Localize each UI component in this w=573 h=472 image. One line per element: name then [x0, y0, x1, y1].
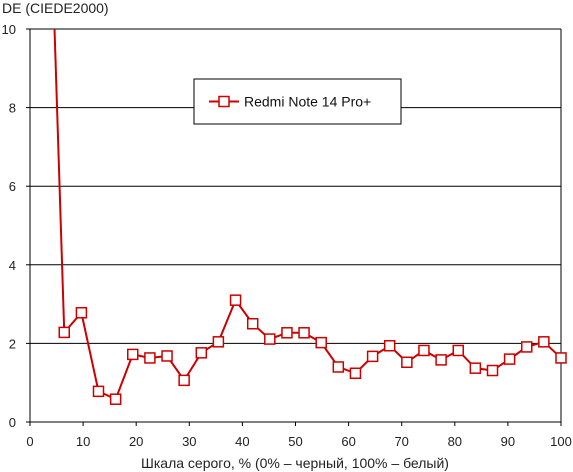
- data-point-marker: [178, 374, 190, 387]
- data-point-marker: [229, 294, 242, 306]
- data-point-marker: [195, 347, 208, 359]
- y-tick-label-10: 10: [2, 22, 16, 37]
- x-axis-title: Шкала серого, % (0% – черный, 100% – бел…: [141, 455, 449, 471]
- data-point-marker: [418, 344, 430, 357]
- x-axis-ticks: 0 10 20 30 40 50 60 70 80 90 100: [26, 422, 572, 449]
- data-point-marker: [281, 327, 293, 339]
- y-axis-ticks: 0 2 4 6 8 10: [2, 22, 30, 430]
- x-tick-label-10: 10: [76, 434, 90, 449]
- x-tick-label-40: 40: [235, 434, 249, 449]
- data-point-marker: [264, 333, 276, 345]
- data-point-marker: [212, 336, 225, 348]
- y-axis-title: DE (CIEDE2000): [2, 0, 109, 16]
- data-point-marker: [401, 356, 413, 369]
- data-point-marker: [246, 318, 259, 330]
- x-tick-label-60: 60: [341, 434, 355, 449]
- data-point-marker: [555, 352, 567, 364]
- x-tick-label-80: 80: [448, 434, 462, 449]
- data-point-marker: [469, 362, 482, 374]
- data-point-marker: [144, 352, 156, 364]
- y-tick-label-4: 4: [9, 258, 16, 273]
- data-point-marker: [161, 350, 173, 362]
- legend-marker: [218, 95, 230, 108]
- x-tick-label-100: 100: [550, 434, 572, 449]
- y-tick-label-0: 0: [9, 415, 16, 430]
- data-point-marker: [349, 367, 362, 380]
- data-point-marker: [486, 364, 499, 377]
- x-tick-label-50: 50: [288, 434, 302, 449]
- y-tick-label-8: 8: [9, 101, 16, 116]
- legend: Redmi Note 14 Pro+: [193, 78, 402, 125]
- data-point-marker: [435, 354, 447, 366]
- x-tick-label-70: 70: [394, 434, 408, 449]
- data-point-marker: [315, 336, 327, 349]
- data-point-marker: [383, 340, 396, 352]
- data-point-marker: [58, 326, 70, 339]
- data-point-marker: [521, 341, 533, 353]
- horizontal-gridlines: [30, 28, 561, 344]
- x-tick-label-20: 20: [129, 434, 143, 449]
- data-point-marker: [92, 385, 105, 398]
- data-point-marker: [75, 306, 88, 319]
- y-tick-label-6: 6: [9, 179, 16, 194]
- data-point-marker: [298, 327, 310, 339]
- data-point-marker: [109, 393, 122, 405]
- series-layer: [53, 28, 567, 405]
- y-tick-label-2: 2: [9, 336, 16, 351]
- x-tick-label-0: 0: [26, 434, 33, 449]
- legend-series-label: Redmi Note 14 Pro+: [244, 94, 371, 110]
- data-point-marker: [332, 361, 345, 373]
- x-tick-label-30: 30: [182, 434, 196, 449]
- data-point-marker: [503, 353, 516, 365]
- data-point-marker: [538, 336, 550, 348]
- data-point-marker: [126, 348, 139, 361]
- data-point-marker: [452, 344, 465, 357]
- x-tick-label-90: 90: [501, 434, 515, 449]
- data-point-marker: [366, 350, 379, 363]
